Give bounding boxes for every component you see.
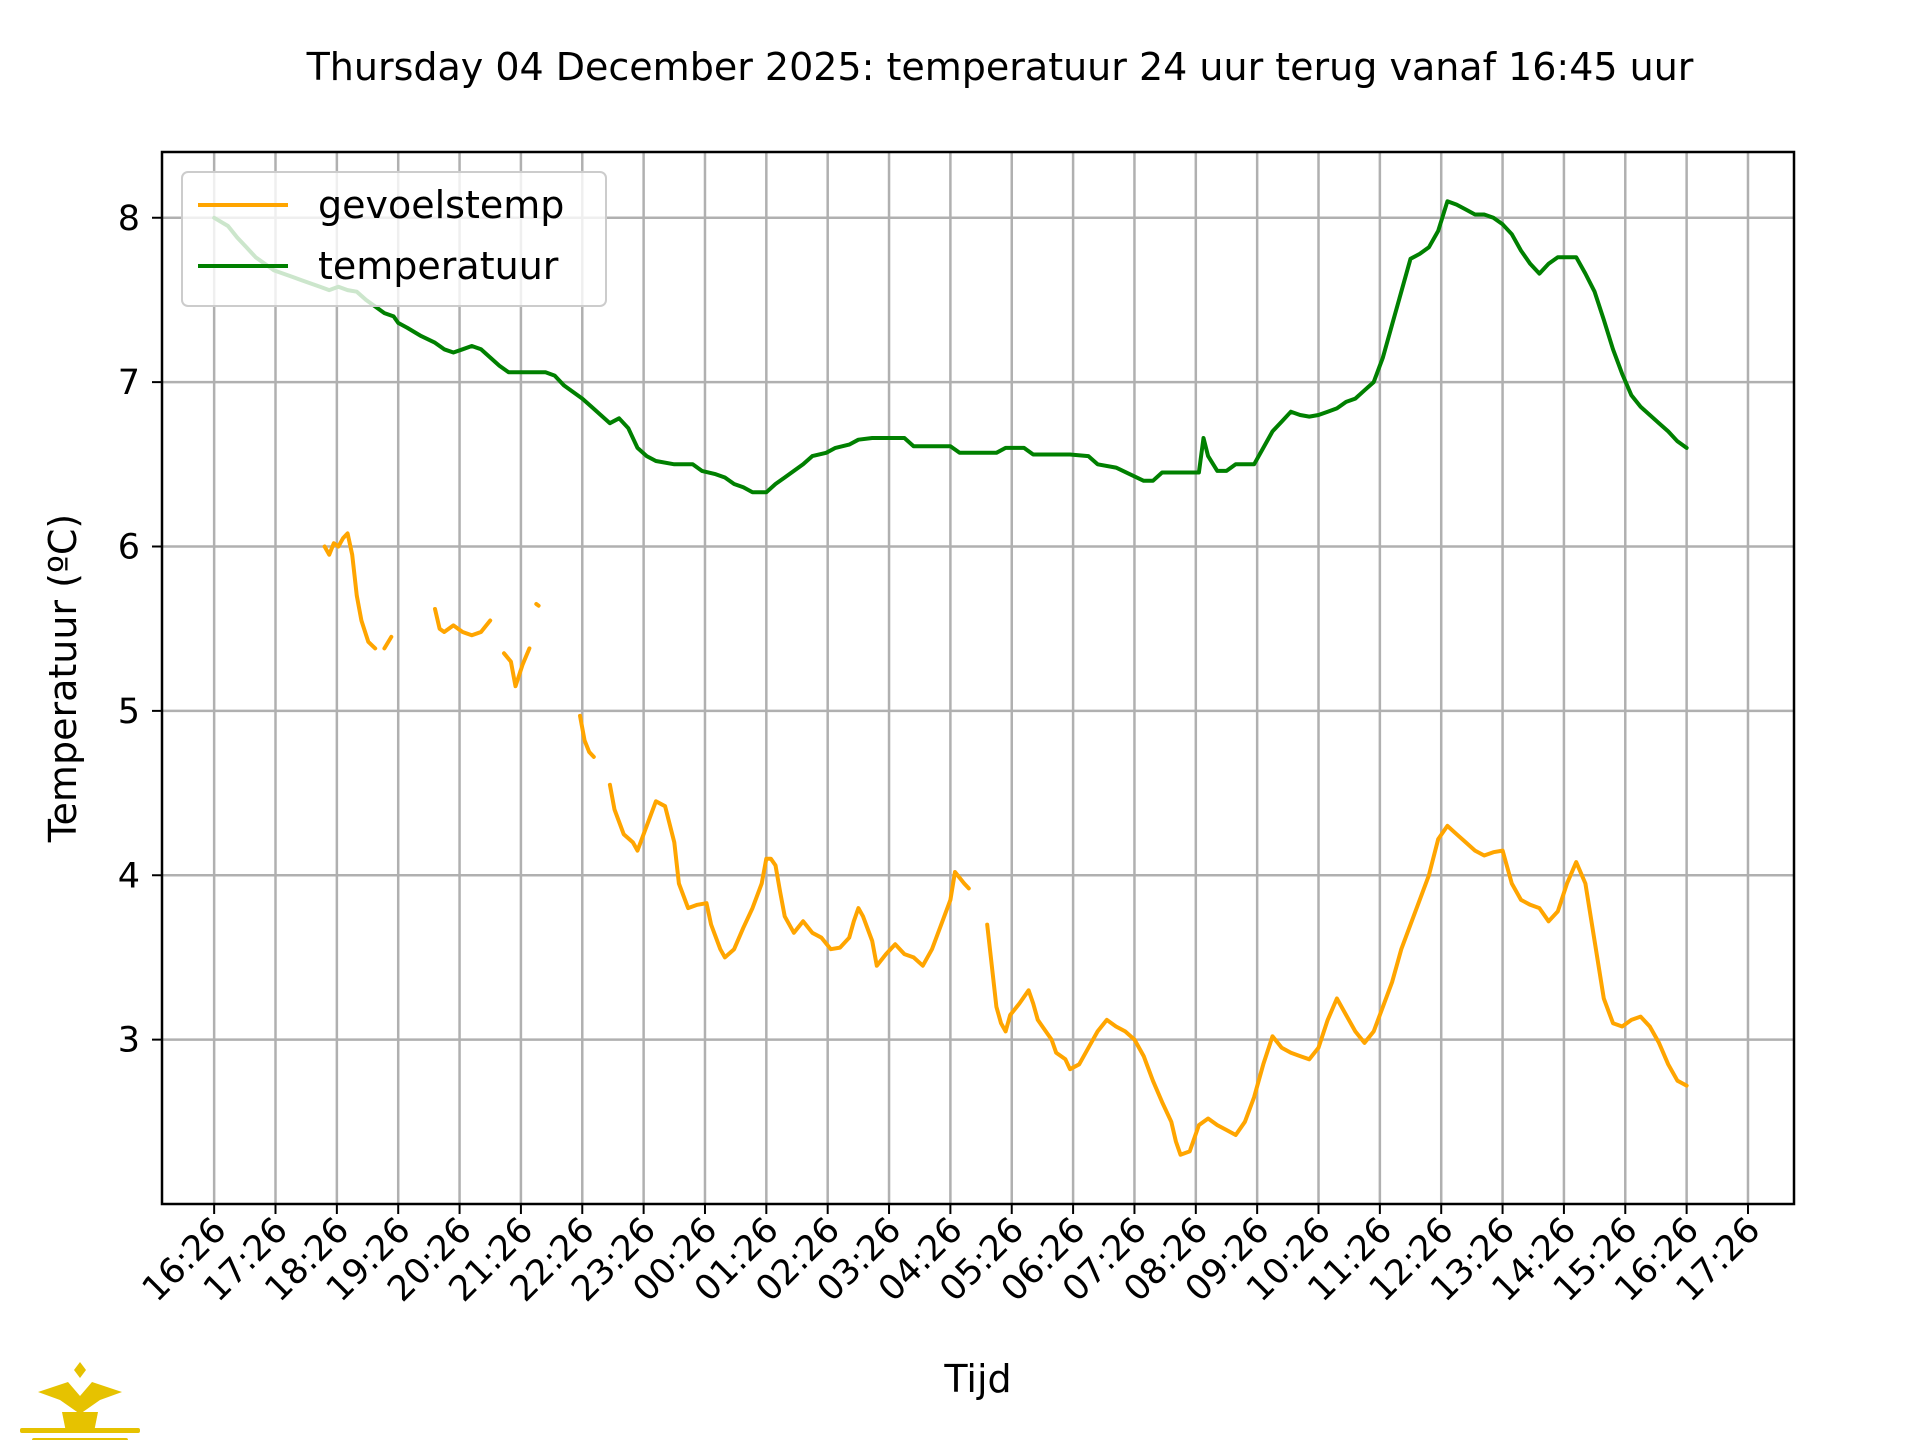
chart-title: Thursday 04 December 2025: temperatuur 2… <box>306 45 1694 89</box>
x-axis-label: Tijd <box>943 1357 1011 1401</box>
series-temperatuur <box>212 199 1689 495</box>
legend-label-gevoelstemp: gevoelstemp <box>318 183 564 227</box>
series-line-gevoelstemp <box>534 602 541 608</box>
series-line-gevoelstemp <box>607 782 971 968</box>
series-line-gevoelstemp <box>985 823 1689 1157</box>
plot-frame <box>160 150 1796 1206</box>
y-tick-label: 7 <box>118 363 140 403</box>
y-tick-label: 3 <box>118 1021 140 1061</box>
legend: gevoelstemp temperatuur <box>181 171 607 307</box>
x-axis: 16:2617:2618:2619:2620:2621:2622:2623:26… <box>135 1204 1768 1310</box>
series-line-gevoelstemp <box>382 634 394 651</box>
series-layer <box>212 199 1689 1157</box>
series-line-gevoelstemp <box>433 607 493 638</box>
y-tick-label: 4 <box>118 856 140 896</box>
y-axis: 3 4 5 6 7 8 <box>118 199 162 1061</box>
y-tick-label: 6 <box>118 528 140 568</box>
series-line-gevoelstemp <box>578 713 596 759</box>
legend-label-temperatuur: temperatuur <box>318 244 559 288</box>
y-axis-label: Temperatuur (ºC) <box>41 514 85 843</box>
y-tick-label: 5 <box>118 692 140 732</box>
crest-logo <box>20 1362 140 1440</box>
series-line-temperatuur <box>212 199 1689 495</box>
grid <box>162 152 1794 1204</box>
y-tick-label: 8 <box>118 199 140 239</box>
series-line-gevoelstemp <box>502 646 532 689</box>
series-line-gevoelstemp <box>322 531 378 651</box>
series-gevoelstemp <box>322 531 1689 1157</box>
